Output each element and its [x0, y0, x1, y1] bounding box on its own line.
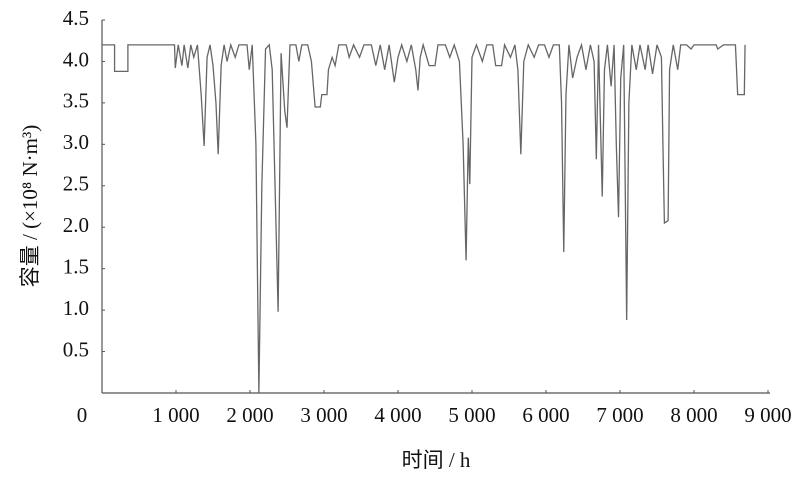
y-tick-label: 2.0 [63, 213, 89, 237]
x-tick-label: 6 000 [522, 403, 569, 427]
y-tick-label: 2.5 [63, 172, 89, 196]
x-tick-label: 0 [77, 403, 88, 427]
y-tick-label: 4.5 [63, 6, 89, 30]
y-tick-label: 3.0 [63, 130, 89, 154]
x-tick-label: 1 000 [152, 403, 199, 427]
x-tick-label: 7 000 [596, 403, 643, 427]
x-tick-label: 5 000 [448, 403, 495, 427]
x-tick-label: 8 000 [670, 403, 717, 427]
x-axis-label: 时间 / h [402, 448, 471, 472]
y-tick-label: 1.0 [63, 296, 89, 320]
y-tick-label: 1.5 [63, 254, 89, 278]
data-line [102, 42, 746, 394]
y-tick-label: 4.0 [63, 47, 89, 71]
x-tick-label: 3 000 [300, 403, 347, 427]
x-tick-label: 9 000 [744, 403, 791, 427]
y-axis-label: 容量 / (×10⁸ N·m³) [18, 125, 42, 288]
y-tick-label: 0.5 [63, 337, 89, 361]
y-tick-label: 3.5 [63, 89, 89, 113]
x-tick-label: 2 000 [226, 403, 273, 427]
x-tick-label: 4 000 [374, 403, 421, 427]
